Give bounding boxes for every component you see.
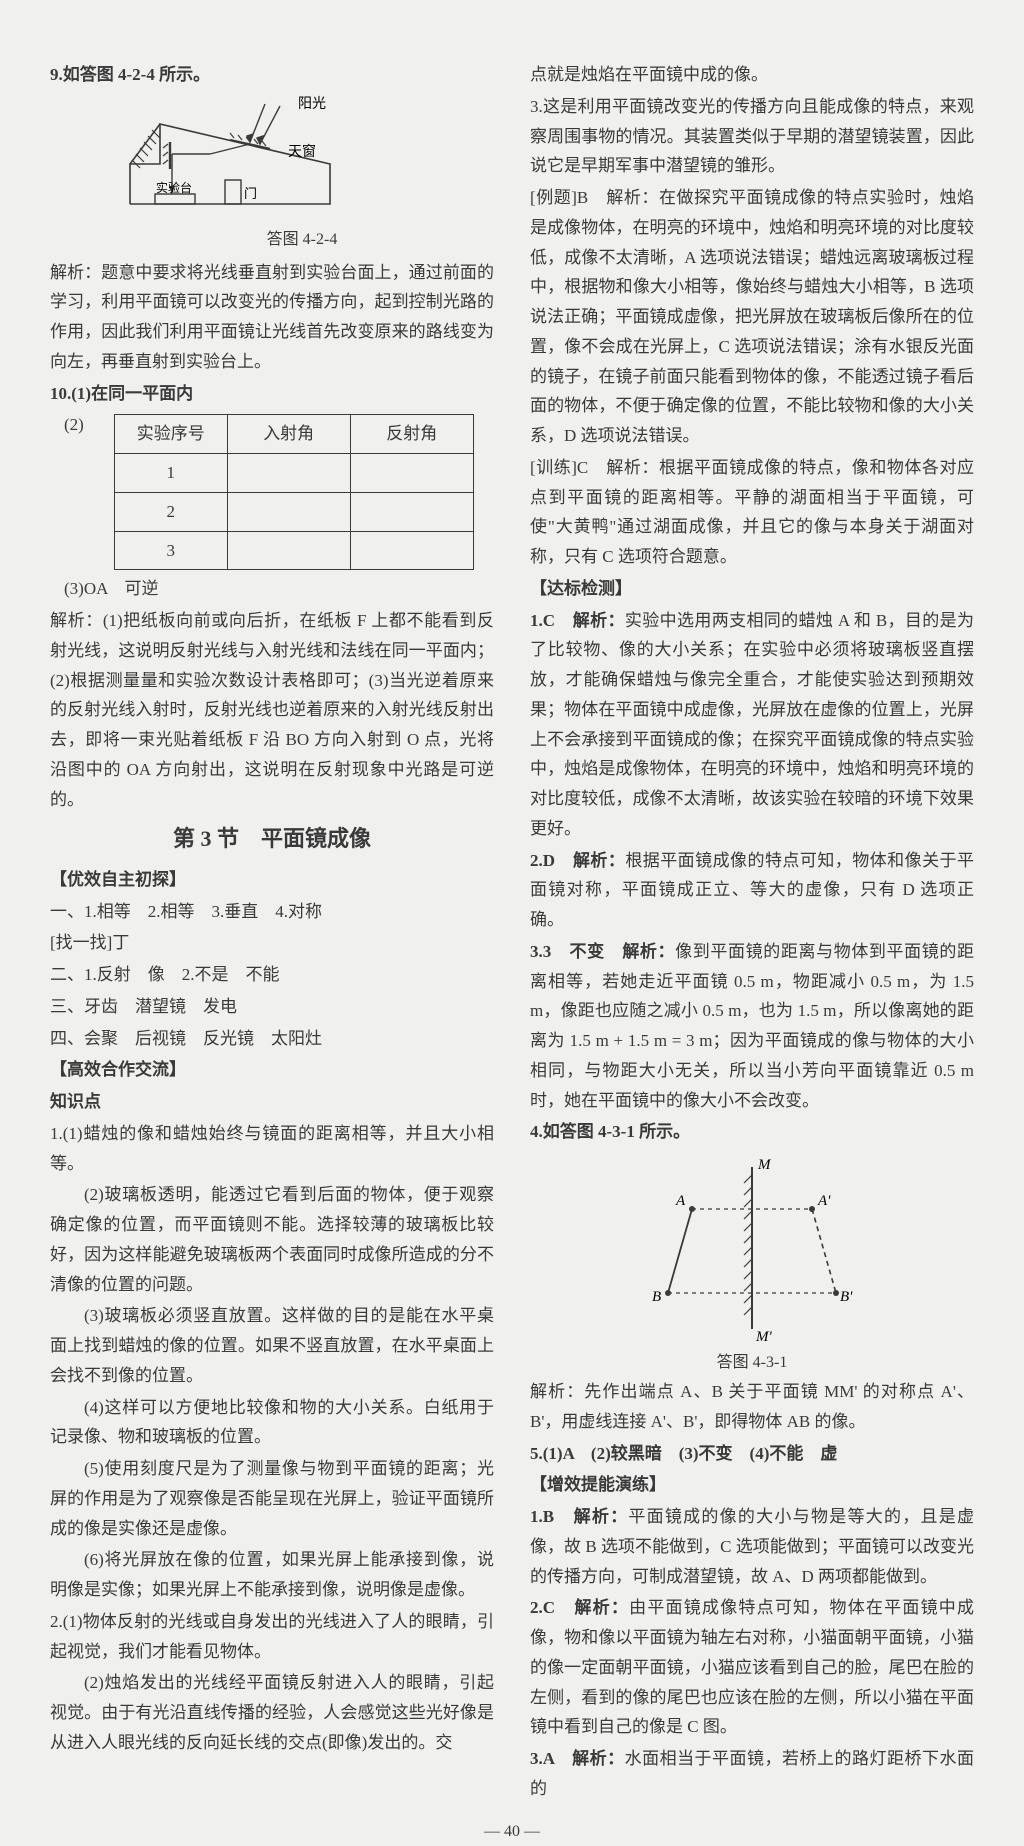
a-find: [找一找]丁 — [50, 928, 494, 958]
d3-head: 3.3 不变 解析： — [530, 942, 675, 961]
label-Bp: B' — [840, 1289, 853, 1305]
d2-head: 2.D 解析： — [530, 851, 625, 870]
experiment-table: 实验序号 入射角 反射角 1 2 3 — [114, 414, 474, 570]
table-header: 实验序号 — [114, 415, 227, 454]
example-b-body: 在做探究平面镜成像的特点实验时，烛焰是成像物体，在明亮的环境中，烛焰和明亮环境的… — [530, 188, 974, 445]
d1-head: 1.C 解析： — [530, 611, 625, 630]
zengxiao-head: 【增效提能演练】 — [530, 1470, 974, 1500]
q9-explanation: 解析：题意中要求将光线垂直射到实验台面上，通过前面的学习，利用平面镜可以改变光的… — [50, 258, 494, 377]
z1: 1.B 解析：平面镜成的像的大小与物是等大的，且是虚像，故 B 选项不能做到，C… — [530, 1502, 974, 1591]
d5: 5.(1)A (2)较黑暗 (3)不变 (4)不能 虚 — [530, 1439, 974, 1469]
k2-2-cont: 点就是烛焰在平面镜中成的像。 — [530, 60, 974, 90]
diagram-424-caption: 答图 4-2-4 — [110, 226, 494, 254]
right-column: 点就是烛焰在平面镜中成的像。 3.这是利用平面镜改变光的传播方向且能成像的特点，… — [530, 60, 974, 1806]
label-Ap: A' — [817, 1193, 831, 1209]
a-line-2: 二、1.反射 像 2.不是 不能 — [50, 960, 494, 990]
page-number: — 40 — — [50, 1818, 974, 1846]
z2-body: 由平面镜成像特点可知，物体在平面镜中成像，物和像以平面镜为轴左右对称，小猫面朝平… — [530, 1598, 974, 1736]
d2: 2.D 解析：根据平面镜成像的特点可知，物体和像关于平面镜对称，平面镜成正立、等… — [530, 846, 974, 935]
label-room: 实验台 — [156, 180, 192, 195]
q10-2-label: (2) — [64, 410, 84, 440]
table-cell — [350, 492, 473, 531]
figure-4-3-1: M M' A B A' B' 答图 4-3-1 — [530, 1153, 974, 1377]
table-cell — [227, 492, 350, 531]
section-3-title: 第 3 节 平面镜成像 — [50, 820, 494, 859]
label-M: M — [757, 1157, 772, 1173]
table-cell — [350, 531, 473, 570]
table-cell: 3 — [114, 531, 227, 570]
diagram-4-2-4: 阳光 天窗 实验台 门 答图 4-2-4 — [110, 94, 494, 254]
table-cell: 2 — [114, 492, 227, 531]
table-header: 入射角 — [227, 415, 350, 454]
k1-4: (4)这样可以方便地比较像和物的大小关系。白纸用于记录像、物和玻璃板的位置。 — [50, 1393, 494, 1453]
knowledge-point: 知识点 — [50, 1087, 494, 1117]
k1-2: (2)玻璃板透明，能透过它看到后面的物体，便于观察确定像的位置，而平面镜则不能。… — [50, 1180, 494, 1299]
q10-1: 10.(1)在同一平面内 — [50, 379, 494, 409]
d1: 1.C 解析：实验中选用两支相同的蜡烛 A 和 B，目的是为了比较物、像的大小关… — [530, 606, 974, 844]
fig-431-caption: 答图 4-3-1 — [530, 1349, 974, 1377]
table-cell — [350, 454, 473, 493]
table-cell — [227, 531, 350, 570]
z2: 2.C 解析：由平面镜成像特点可知，物体在平面镜中成像，物和像以平面镜为轴左右对… — [530, 1593, 974, 1742]
k2-2: (2)烛焰发出的光线经平面镜反射进入人的眼睛，引起视觉。由于有光沿直线传播的经验… — [50, 1668, 494, 1757]
d3-body: 像到平面镜的距离与物体到平面镜的距离相等，若她走近平面镜 0.5 m，物距减小 … — [530, 942, 974, 1110]
subsec-b-head: 【高效合作交流】 — [50, 1055, 494, 1085]
z3-head: 3.A 解析： — [530, 1749, 625, 1768]
table-cell — [227, 454, 350, 493]
training-c-head: [训练]C 解析： — [530, 458, 659, 477]
d4-head: 4.如答图 4-3-1 所示。 — [530, 1117, 974, 1147]
label-B: B — [652, 1289, 661, 1305]
table-header: 反射角 — [350, 415, 473, 454]
d1-body: 实验中选用两支相同的蜡烛 A 和 B，目的是为了比较物、像的大小关系；在实验中必… — [530, 611, 974, 838]
k1-1: 1.(1)蜡烛的像和蜡烛始终与镜面的距离相等，并且大小相等。 — [50, 1119, 494, 1179]
a-line-4: 四、会聚 后视镜 反光镜 太阳灶 — [50, 1024, 494, 1054]
example-b-head: [例题]B 解析： — [530, 188, 659, 207]
k1-5: (5)使用刻度尺是为了测量像与物到平面镜的距离；光屏的作用是为了观察像是否能呈现… — [50, 1454, 494, 1543]
label-door: 门 — [244, 186, 257, 201]
k3: 3.这是利用平面镜改变光的传播方向且能成像的特点，来观察周围事物的情况。其装置类… — [530, 92, 974, 181]
training-c: [训练]C 解析：根据平面镜成像的特点，像和物体各对应点到平面镜的距离相等。平静… — [530, 453, 974, 572]
z3: 3.A 解析：水面相当于平面镜，若桥上的路灯距桥下水面的 — [530, 1744, 974, 1804]
d3: 3.3 不变 解析：像到平面镜的距离与物体到平面镜的距离相等，若她走近平面镜 0… — [530, 937, 974, 1116]
q10-3: (3)OA 可逆 — [64, 574, 494, 604]
label-Mp: M' — [755, 1329, 772, 1343]
left-column: 9.如答图 4-2-4 所示。 — [50, 60, 494, 1806]
diagram-424-svg: 阳光 天窗 实验台 门 — [110, 94, 370, 214]
z2-head: 2.C 解析： — [530, 1598, 629, 1617]
label-sun: 阳光 — [298, 96, 326, 112]
a-line-3: 三、牙齿 潜望镜 发电 — [50, 992, 494, 1022]
d4-explanation: 解析：先作出端点 A、B 关于平面镜 MM' 的对称点 A'、B'，用虚线连接 … — [530, 1377, 974, 1437]
z1-head: 1.B 解析： — [530, 1507, 628, 1526]
k1-3: (3)玻璃板必须竖直放置。这样做的目的是能在水平桌面上找到蜡烛的像的位置。如果不… — [50, 1301, 494, 1390]
fig-431-svg: M M' A B A' B' — [632, 1153, 872, 1343]
label-skylight: 天窗 — [288, 143, 316, 160]
q10-explanation: 解析：(1)把纸板向前或向后折，在纸板 F 上都不能看到反射光线，这说明反射光线… — [50, 606, 494, 814]
k2-1: 2.(1)物体反射的光线或自身发出的光线进入了人的眼睛，引起视觉，我们才能看见物… — [50, 1607, 494, 1667]
table-cell: 1 — [114, 454, 227, 493]
k1-6: (6)将光屏放在像的位置，如果光屏上能承接到像，说明像是实像；如果光屏上不能承接… — [50, 1545, 494, 1605]
subsec-a-head: 【优效自主初探】 — [50, 865, 494, 895]
example-b: [例题]B 解析：在做探究平面镜成像的特点实验时，烛焰是成像物体，在明亮的环境中… — [530, 183, 974, 451]
a-line-1: 一、1.相等 2.相等 3.垂直 4.对称 — [50, 897, 494, 927]
label-A: A — [675, 1193, 686, 1209]
q9-heading: 9.如答图 4-2-4 所示。 — [50, 60, 494, 90]
dabiao-head: 【达标检测】 — [530, 574, 974, 604]
